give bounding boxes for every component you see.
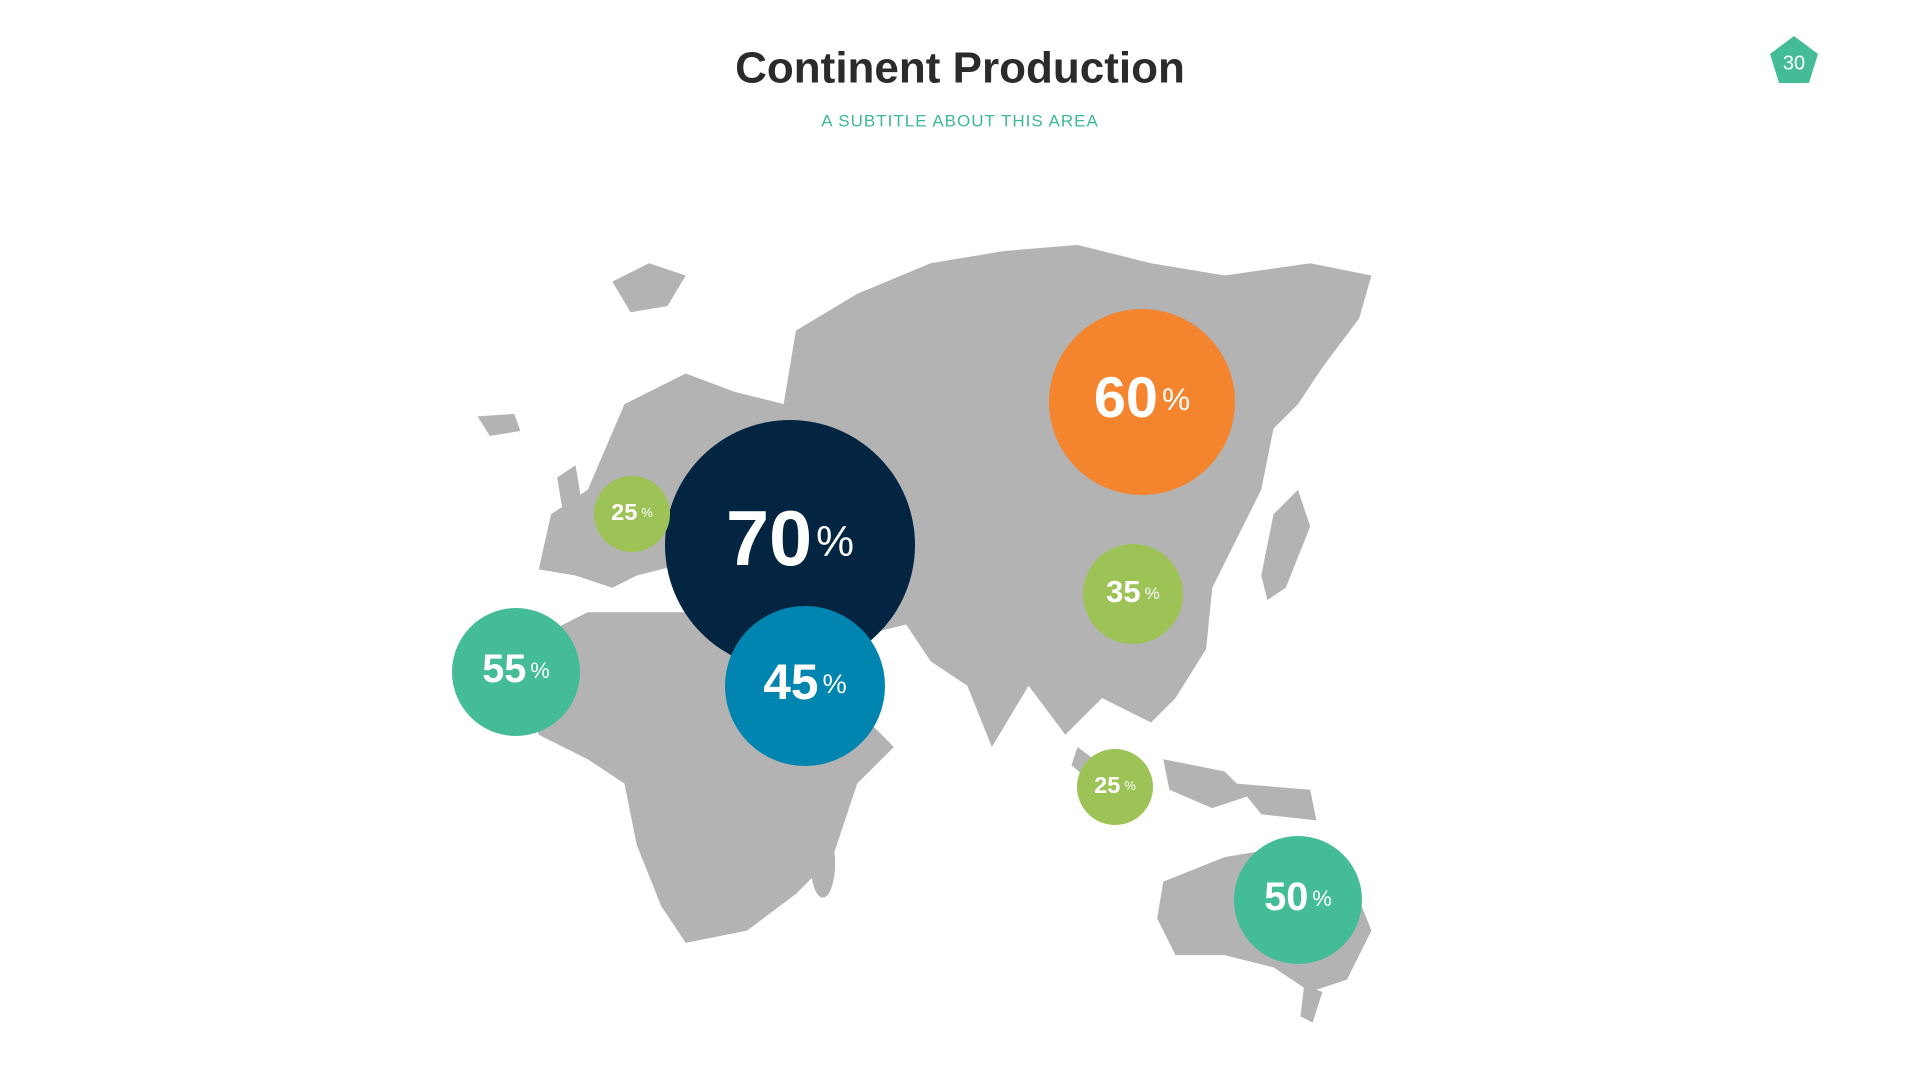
bubble: 55%	[452, 608, 580, 736]
uk	[557, 465, 582, 515]
page-number: 30	[1783, 52, 1805, 74]
bubble-circle	[1083, 544, 1183, 644]
bubble-circle	[452, 608, 580, 736]
title: Continent Production	[735, 44, 1185, 93]
bubble: 60%	[1049, 309, 1235, 495]
bubble-value: 25	[1094, 772, 1120, 798]
madagascar	[810, 828, 836, 898]
bubble-label: 70%	[726, 496, 854, 582]
bubble: 25%	[594, 476, 670, 552]
bubble-value: 35	[1106, 574, 1140, 609]
bubble: 45%	[725, 606, 885, 766]
bubble-value: 60	[1094, 366, 1158, 430]
bubble-unit: %	[1145, 584, 1160, 603]
bubble-unit: %	[530, 658, 549, 683]
subtitle: A SUBTITLE ABOUT THIS AREA	[821, 111, 1099, 130]
bubble-unit: %	[641, 505, 653, 520]
bubble: 35%	[1083, 544, 1183, 644]
japan	[1261, 489, 1311, 601]
bubble-circle	[725, 606, 885, 766]
bubble-unit: %	[1124, 778, 1136, 793]
bubble-unit: %	[1312, 886, 1331, 911]
bubble-unit: %	[822, 668, 846, 699]
page-badge	[1770, 36, 1818, 83]
bubble-label: 45%	[763, 654, 846, 710]
bubble-value: 70	[726, 496, 812, 582]
bubble: 25%	[1077, 749, 1153, 825]
bubble-value: 50	[1264, 875, 1308, 919]
bubble-unit: %	[1162, 381, 1190, 417]
tasmania	[1300, 985, 1323, 1023]
bubble-label: 25%	[1094, 772, 1136, 798]
bubble-circle	[1234, 836, 1362, 964]
bubble-label: 50%	[1264, 875, 1332, 919]
bubble-unit: %	[816, 518, 854, 566]
bubble-circle	[1049, 309, 1235, 495]
bubble-value: 25	[611, 499, 637, 525]
bubble: 70%	[665, 420, 915, 670]
borneo	[1163, 759, 1249, 809]
bubble-label: 25%	[611, 499, 653, 525]
iceland	[477, 413, 521, 436]
bubble-label: 35%	[1106, 574, 1160, 609]
bubble-circle	[594, 476, 670, 552]
bubble-label: 55%	[482, 647, 550, 691]
bubble-value: 45	[763, 654, 818, 710]
new-guinea	[1236, 783, 1317, 821]
bubble-label: 60%	[1094, 366, 1190, 430]
bubble-circle	[1077, 749, 1153, 825]
svalbard	[612, 263, 686, 313]
bubble: 50%	[1234, 836, 1362, 964]
bubble-value: 55	[482, 647, 526, 691]
bubble-circle	[665, 420, 915, 670]
